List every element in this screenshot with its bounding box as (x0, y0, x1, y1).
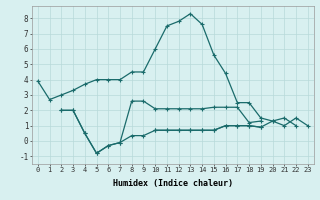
X-axis label: Humidex (Indice chaleur): Humidex (Indice chaleur) (113, 179, 233, 188)
